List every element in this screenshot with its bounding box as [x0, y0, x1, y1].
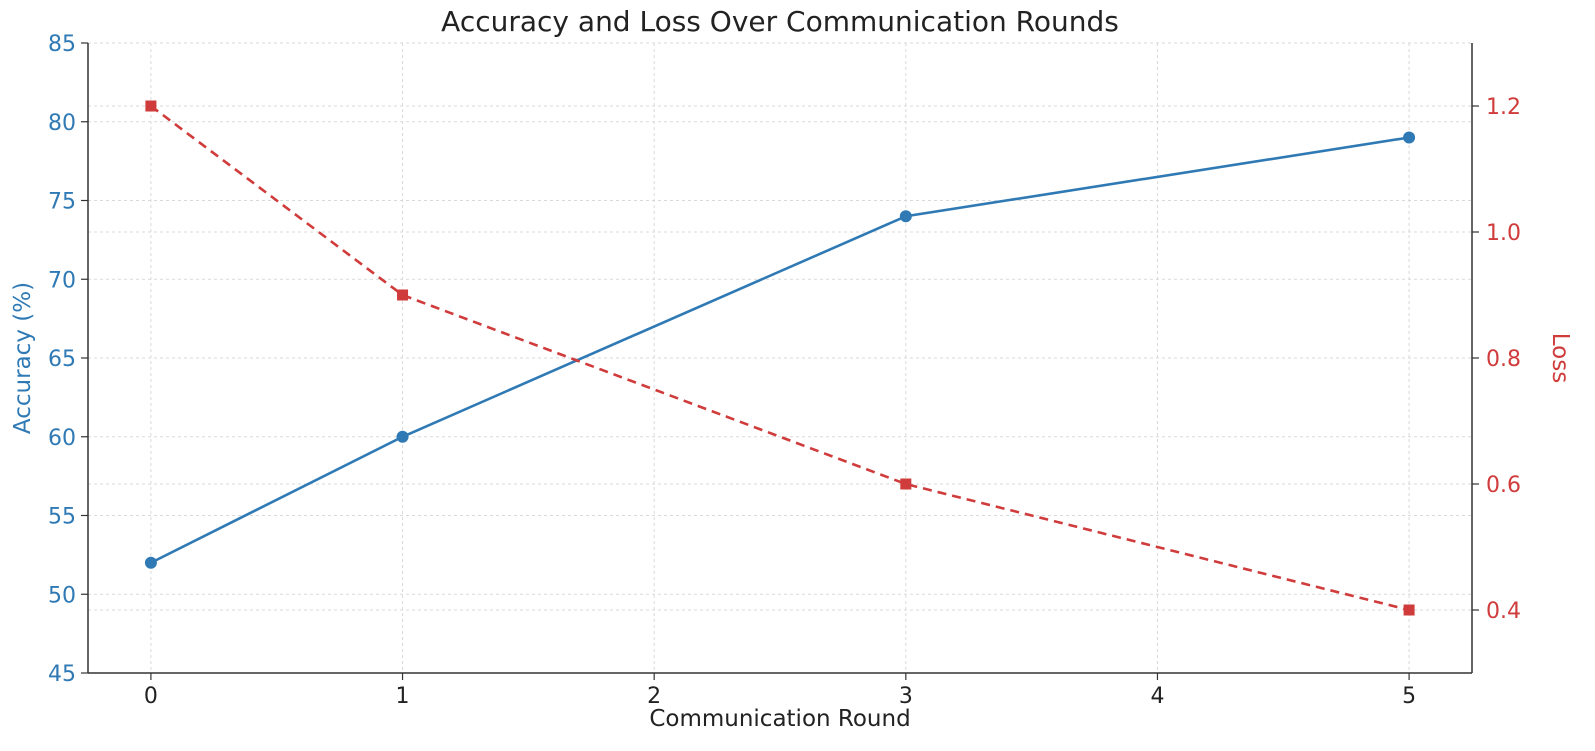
y-left-tick-label: 65	[48, 347, 76, 372]
accuracy-point	[899, 210, 912, 223]
y-left-axis-label: Accuracy (%)	[10, 282, 36, 434]
loss-point	[1403, 604, 1415, 616]
x-tick-label: 4	[1150, 684, 1164, 709]
y-right-tick-label: 0.8	[1486, 347, 1521, 372]
x-axis-label: Communication Round	[649, 706, 910, 732]
accuracy-point	[396, 430, 409, 443]
loss-point	[900, 478, 912, 490]
series-line-loss	[150, 104, 1410, 612]
x-tick-label: 2	[647, 684, 661, 709]
series-layer	[144, 100, 1416, 616]
x-tick-label: 3	[899, 684, 913, 709]
y-left-tick-label: 50	[48, 583, 76, 608]
y-left-tick-label: 45	[48, 662, 76, 687]
x-tick-label: 0	[144, 684, 158, 709]
loss-point	[145, 100, 157, 112]
loss-point	[397, 289, 409, 301]
y-left-tick-label: 60	[48, 426, 76, 451]
y-right-axis-label: Loss	[1547, 333, 1573, 383]
x-tick-label: 1	[396, 684, 410, 709]
y-right-tick-label: 0.4	[1486, 599, 1521, 624]
y-left-tick-label: 55	[48, 505, 76, 530]
y-left-tick-label: 75	[48, 190, 76, 215]
chart-title: Accuracy and Loss Over Communication Rou…	[441, 5, 1119, 38]
y-right-tick-label: 0.6	[1486, 473, 1521, 498]
y-right-tick-label: 1.0	[1486, 221, 1521, 246]
y-left-tick-label: 70	[48, 268, 76, 293]
y-left-tick-label: 85	[48, 32, 76, 57]
accuracy-point	[144, 556, 157, 569]
grid-layer	[88, 42, 1472, 674]
series-line-accuracy	[150, 136, 1410, 564]
y-right-tick-label: 1.2	[1486, 95, 1521, 120]
accuracy-point	[1403, 131, 1416, 144]
y-left-tick-label: 80	[48, 111, 76, 136]
x-tick-label: 5	[1402, 684, 1416, 709]
